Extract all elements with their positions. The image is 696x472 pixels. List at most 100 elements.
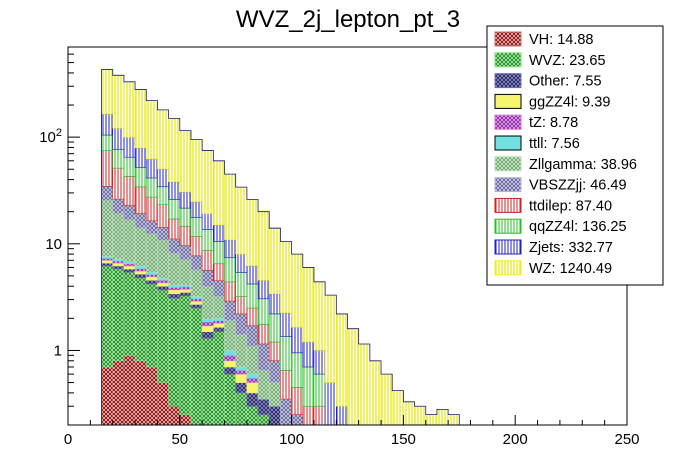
bar-qqzz4l <box>291 352 304 388</box>
bar-wvz <box>123 272 136 356</box>
bar-wz <box>168 118 181 183</box>
bar-zjets <box>123 136 136 158</box>
bar-ggzz4l <box>224 360 237 368</box>
bar-zjets <box>235 253 248 273</box>
bar-other <box>168 293 181 299</box>
bar-other <box>112 265 125 270</box>
legend-label-vh: VH: 14.88 <box>529 32 594 48</box>
bar-vbszzjj <box>145 220 158 235</box>
bar-wz <box>403 401 415 425</box>
legend-swatch-zjets <box>494 239 522 255</box>
bar-wz <box>414 405 427 425</box>
bar-tz <box>145 274 158 278</box>
bar-zjets <box>224 239 237 259</box>
bar-vbszzjj <box>313 424 326 425</box>
bar-qqzz4l <box>246 283 259 309</box>
bar-vh <box>134 360 147 425</box>
bar-ttll <box>168 284 181 288</box>
bar-wvz <box>157 289 169 383</box>
legend-swatch-ttll <box>494 135 522 151</box>
bar-wz <box>347 328 359 425</box>
bar-other <box>134 273 147 279</box>
bar-ttdilep <box>268 341 281 362</box>
series-ttll <box>101 256 259 379</box>
bar-vbszzjj <box>101 186 114 201</box>
bar-other <box>268 405 281 425</box>
bar-tz <box>190 298 203 302</box>
bar-wvz <box>201 337 214 425</box>
bar-vbszzjj <box>179 245 192 260</box>
bar-ggzz4l <box>235 373 248 383</box>
legend-swatch-ggzz4l <box>494 93 522 109</box>
bar-qqzz4l <box>302 366 315 407</box>
bar-tz <box>168 287 181 291</box>
bar-ggzz4l <box>157 282 169 287</box>
legend-label-ttll: ttll: 7.56 <box>529 136 580 152</box>
bar-vh <box>112 360 125 425</box>
bar-other <box>157 285 169 291</box>
bar-wz <box>179 130 192 193</box>
bar-vbszzjj <box>213 280 225 297</box>
bar-ttdilep <box>168 218 181 240</box>
bar-ttdilep <box>123 176 136 206</box>
chart-title: WVZ_2j_lepton_pt_3 <box>236 6 460 33</box>
legend-swatch-tz <box>494 114 522 130</box>
bar-ttdilep <box>213 263 225 282</box>
bar-zjets <box>336 405 348 425</box>
bar-other <box>257 398 270 415</box>
bar-zjets <box>313 350 326 375</box>
bar-other <box>201 331 214 339</box>
bar-zllgamma <box>213 296 225 319</box>
bar-zjets <box>179 191 192 209</box>
bar-qqzz4l <box>268 313 281 343</box>
bar-ggzz4l <box>145 276 158 281</box>
bar-wz <box>447 414 460 425</box>
bar-wvz <box>246 405 259 425</box>
bar-tz <box>157 279 169 284</box>
bar-stack-layer <box>101 69 460 425</box>
bar-ggzz4l <box>201 325 214 332</box>
bar-tz <box>235 370 248 375</box>
bar-wz <box>257 210 270 281</box>
bar-qqzz4l <box>157 186 169 206</box>
bar-wvz <box>179 295 192 415</box>
bar-zllgamma <box>145 233 158 273</box>
bar-ttdilep <box>257 324 270 345</box>
bar-vh <box>123 355 136 425</box>
bar-zllgamma <box>112 213 125 260</box>
legend-label-tz: tZ: 8.78 <box>529 115 578 131</box>
bar-zjets <box>190 201 203 218</box>
legend: VH: 14.88 WVZ: 23.65 Other: 7.55 ggZZ4l: 9.… <box>486 25 664 286</box>
legend-swatch-ttdilep <box>494 197 522 213</box>
x-axis: 0 50 100 150 200 250 <box>64 415 640 448</box>
bar-ttdilep <box>302 405 315 425</box>
x-tick-label: 50 <box>171 431 188 448</box>
bar-ttdilep <box>291 387 304 415</box>
bar-wvz <box>134 277 147 362</box>
bar-other <box>190 304 203 309</box>
bar-tz <box>213 320 225 324</box>
bar-zllgamma <box>224 320 237 351</box>
bar-wvz <box>213 331 225 425</box>
bar-qqzz4l <box>190 217 203 237</box>
bar-ttll <box>201 319 214 323</box>
bar-wz <box>268 227 281 295</box>
bar-wz <box>235 186 248 255</box>
bar-ttll <box>123 261 136 265</box>
legend-label-ttdilep: ttdilep: 87.40 <box>529 198 612 214</box>
bar-vbszzjj <box>134 213 147 229</box>
bar-zllgamma <box>201 286 214 320</box>
bar-ggzz4l <box>134 270 147 275</box>
bar-vh <box>168 405 181 425</box>
bar-vbszzjj <box>268 360 281 383</box>
bar-qqzz4l <box>201 229 214 251</box>
legend-swatch-wz <box>494 260 522 276</box>
bar-ttll <box>235 366 248 371</box>
bar-ttdilep <box>101 150 114 187</box>
bar-qqzz4l <box>168 199 181 220</box>
bar-ttdilep <box>201 250 214 271</box>
bar-vh <box>157 382 169 425</box>
bar-zllgamma <box>123 219 136 262</box>
bar-qqzz4l <box>257 298 270 325</box>
